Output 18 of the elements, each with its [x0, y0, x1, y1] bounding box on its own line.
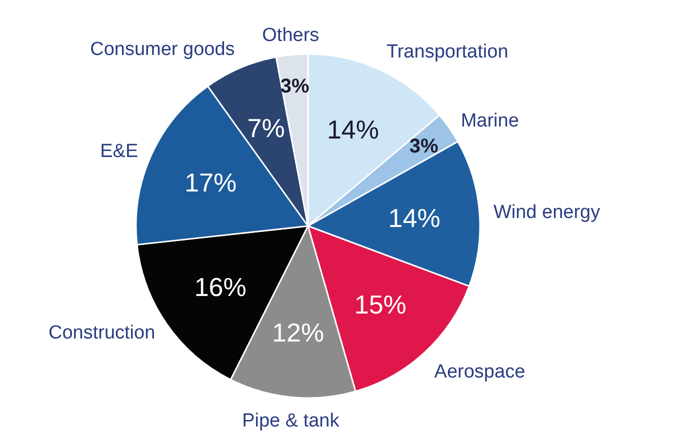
- slice-label: Wind energy: [493, 202, 601, 224]
- slice-label: Construction: [48, 322, 156, 344]
- slice-label: Transportation: [386, 41, 508, 62]
- data-label: 7%: [247, 113, 285, 144]
- data-label: 12%: [272, 317, 324, 348]
- data-label: 14%: [326, 114, 380, 144]
- slice-label: Marine: [460, 110, 519, 132]
- data-label: 14%: [388, 202, 440, 233]
- slice-label: Aerospace: [434, 362, 526, 383]
- data-label: 3%: [280, 76, 310, 98]
- data-label: 15%: [354, 289, 406, 320]
- data-label: 3%: [409, 136, 439, 158]
- slice-label: Pipe & tank: [242, 410, 340, 432]
- data-label: 16%: [194, 272, 246, 302]
- slice-label: Consumer goods: [90, 39, 235, 60]
- slice-label: E&E: [100, 140, 138, 162]
- slice-label: Others: [262, 24, 320, 46]
- data-label: 17%: [184, 168, 237, 198]
